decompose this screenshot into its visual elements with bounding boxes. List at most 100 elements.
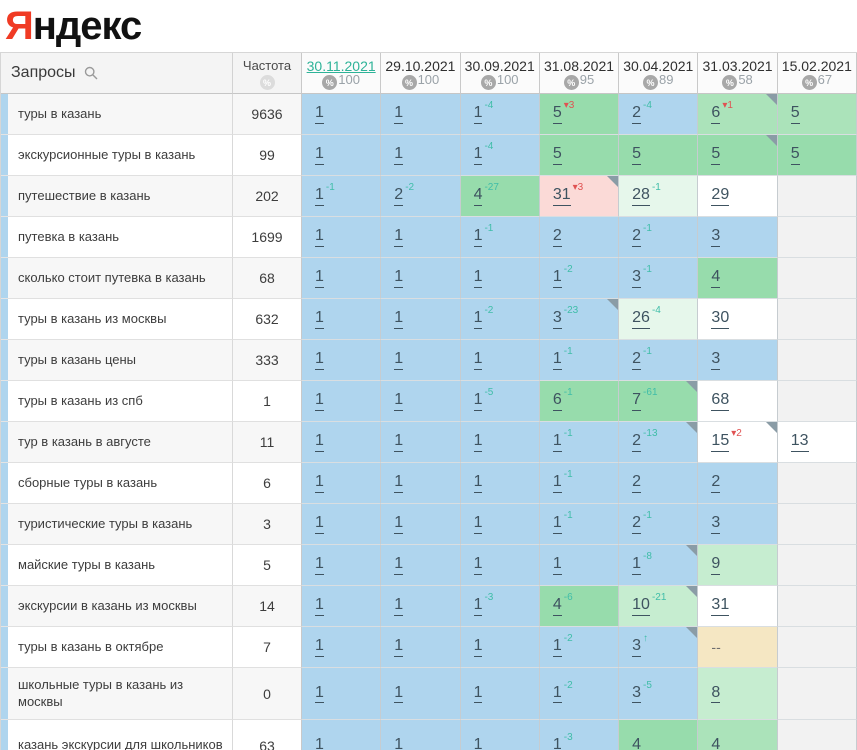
position-link[interactable]: 1	[473, 555, 483, 575]
position-link[interactable]: 1	[473, 514, 483, 534]
position-link[interactable]: 1 -1	[552, 347, 573, 370]
position-link[interactable]: 1	[315, 596, 324, 616]
position-link[interactable]: 31 ▾3	[552, 183, 583, 206]
position-link[interactable]: 1	[315, 350, 324, 370]
position-link[interactable]: 31	[711, 596, 730, 616]
position-link[interactable]: 1	[315, 391, 324, 411]
position-link[interactable]: 28 -1	[632, 183, 661, 206]
position-link[interactable]: 1 -2	[473, 306, 493, 329]
position-link[interactable]: 1 -3	[553, 732, 573, 750]
position-link[interactable]: 1	[394, 268, 404, 288]
position-link[interactable]: 2 -1	[632, 224, 652, 247]
position-link[interactable]: 1	[394, 104, 404, 124]
position-link[interactable]: 5	[790, 145, 800, 165]
position-link[interactable]: 4	[711, 268, 721, 288]
position-link[interactable]: 29	[711, 186, 730, 206]
position-link[interactable]: 1	[394, 473, 404, 493]
position-link[interactable]: 10 -21	[632, 593, 666, 616]
position-link[interactable]: 1	[473, 268, 483, 288]
position-link[interactable]: 1	[473, 637, 483, 657]
position-link[interactable]: 1	[394, 309, 404, 329]
date-link[interactable]: 29.10.2021	[385, 58, 456, 74]
position-link[interactable]: 4	[711, 736, 720, 750]
position-link[interactable]: 1 -3	[473, 593, 493, 616]
position-link[interactable]: 1	[315, 227, 324, 247]
position-link[interactable]: 15 ▾2	[711, 429, 742, 452]
position-link[interactable]: 4	[632, 736, 641, 750]
position-link[interactable]: 1	[315, 736, 324, 750]
position-link[interactable]: 3	[711, 227, 721, 247]
position-link[interactable]: 13	[790, 432, 809, 452]
date-link[interactable]: 30.04.2021	[623, 58, 694, 74]
position-link[interactable]: 4 -27	[473, 183, 499, 206]
search-icon[interactable]	[84, 66, 98, 80]
position-link[interactable]: 9	[711, 555, 721, 575]
position-link[interactable]: 1	[315, 637, 324, 657]
position-link[interactable]: 1	[315, 555, 324, 575]
position-link[interactable]: 2 -1	[632, 511, 652, 534]
position-link[interactable]: 3 -5	[632, 680, 652, 704]
position-link[interactable]: 1	[394, 736, 403, 750]
position-link[interactable]: 30	[711, 309, 730, 329]
position-link[interactable]: 3	[711, 350, 721, 370]
position-link[interactable]: 1	[473, 350, 483, 370]
position-link[interactable]: 5	[632, 145, 642, 165]
position-link[interactable]: 1	[315, 432, 324, 452]
position-link[interactable]: 1 -1	[552, 429, 573, 452]
position-link[interactable]: 5	[790, 104, 800, 124]
position-link[interactable]: 26 -4	[632, 306, 661, 329]
position-link[interactable]: 1	[394, 145, 404, 165]
position-link[interactable]: 2 -4	[632, 101, 652, 124]
position-link[interactable]: 5	[711, 145, 721, 165]
position-link[interactable]: 1 -2	[552, 265, 573, 288]
date-link[interactable]: 15.02.2021	[781, 58, 852, 74]
position-link[interactable]: 1	[394, 684, 404, 704]
position-link[interactable]: 2	[632, 473, 642, 493]
date-link[interactable]: 31.03.2021	[702, 58, 773, 74]
position-link[interactable]: 1	[315, 145, 324, 165]
position-link[interactable]: 1	[394, 637, 404, 657]
position-link[interactable]: 1 -4	[473, 142, 493, 165]
position-link[interactable]: 1 -1	[552, 511, 573, 534]
position-link[interactable]: 2 -13	[632, 429, 658, 452]
position-link[interactable]: 1 -1	[552, 470, 573, 493]
date-link[interactable]: 31.08.2021	[543, 58, 615, 74]
position-link[interactable]: 1	[315, 309, 324, 329]
position-link[interactable]: 1	[315, 104, 324, 124]
position-link[interactable]: 2 -2	[394, 183, 414, 206]
position-link[interactable]: 1	[473, 432, 483, 452]
position-link[interactable]: 1 -1	[473, 224, 493, 247]
date-link[interactable]: 30.11.2021	[306, 58, 376, 74]
position-link[interactable]: 1	[315, 268, 324, 288]
position-link[interactable]: 1	[394, 555, 404, 575]
position-link[interactable]: 7 -61	[632, 388, 658, 411]
position-link[interactable]: 3 ↑	[632, 634, 648, 657]
position-link[interactable]: 4 -6	[552, 593, 573, 616]
position-link[interactable]: 3 -23	[552, 306, 578, 329]
position-link[interactable]: 1	[315, 514, 324, 534]
position-link[interactable]: 1	[473, 684, 483, 704]
position-link[interactable]: 5	[552, 145, 562, 165]
position-link[interactable]: 3	[711, 514, 721, 534]
position-link[interactable]: 1	[473, 473, 483, 493]
percent-icon[interactable]: %	[259, 75, 275, 90]
position-link[interactable]: 1	[394, 391, 404, 411]
position-link[interactable]: 1 -4	[473, 101, 493, 124]
position-link[interactable]: 1	[394, 227, 404, 247]
position-link[interactable]: 3 -1	[632, 265, 652, 288]
position-link[interactable]: 68	[711, 391, 730, 411]
position-link[interactable]: 1 -5	[473, 388, 493, 411]
position-link[interactable]: 8	[711, 684, 721, 704]
position-link[interactable]: 1 -1	[315, 183, 335, 206]
position-link[interactable]: 1	[315, 684, 324, 704]
position-link[interactable]: 1	[394, 350, 404, 370]
position-link[interactable]: 6 ▾1	[711, 101, 733, 124]
position-link[interactable]: 2	[711, 473, 721, 493]
position-link[interactable]: 1	[552, 555, 562, 575]
position-link[interactable]: 6 -1	[552, 388, 573, 411]
position-link[interactable]: 5 ▾3	[552, 101, 574, 124]
position-link[interactable]: 2 -1	[632, 347, 652, 370]
position-link[interactable]: 2	[552, 227, 562, 247]
position-link[interactable]: 1	[394, 432, 404, 452]
position-link[interactable]: 1 -8	[632, 552, 652, 575]
